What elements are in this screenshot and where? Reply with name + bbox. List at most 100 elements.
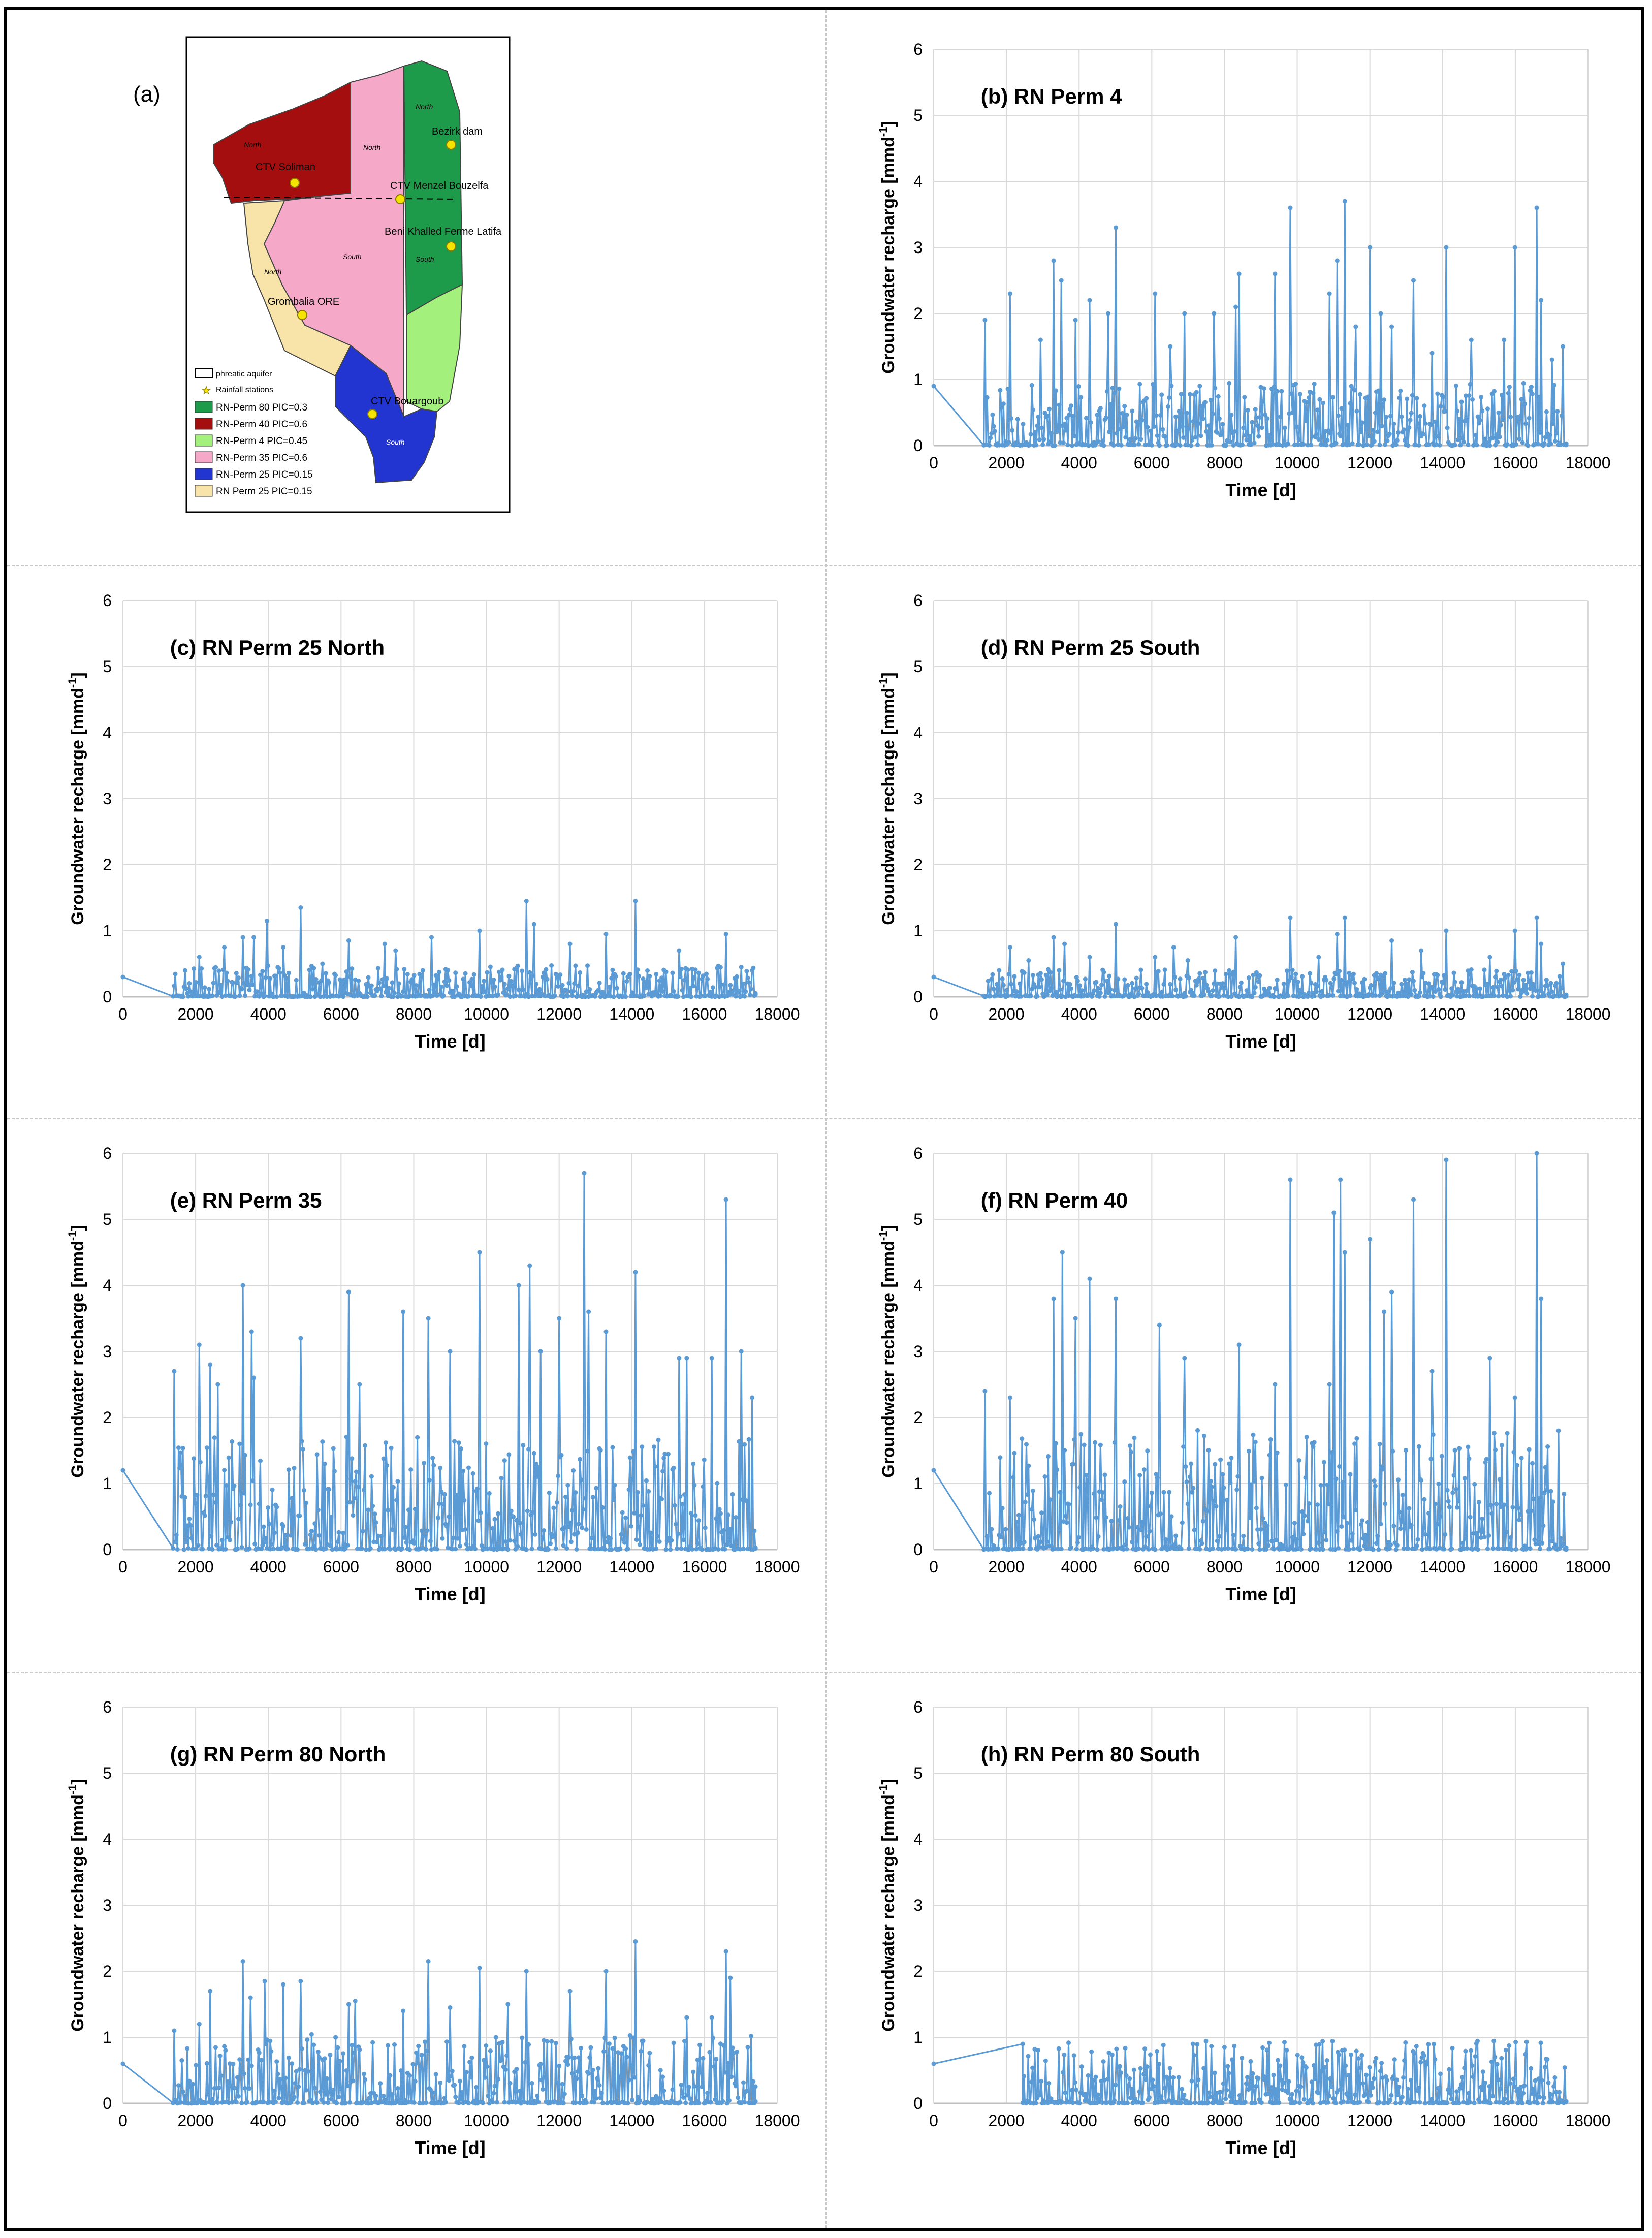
data-point [347, 2100, 352, 2105]
data-point [1159, 990, 1164, 995]
data-point [681, 2095, 686, 2100]
data-point [1193, 2100, 1197, 2105]
data-point [1061, 2070, 1066, 2075]
data-point [1382, 989, 1387, 994]
data-point [1459, 2075, 1465, 2080]
data-point [588, 1547, 593, 1552]
data-point [1352, 981, 1357, 986]
data-point [581, 1507, 586, 1512]
data-point [1251, 429, 1256, 434]
data-point [492, 1517, 497, 1522]
data-point [1534, 205, 1539, 210]
data-point [1527, 979, 1532, 984]
data-point [411, 2100, 417, 2105]
data-point [356, 978, 361, 983]
data-point [1446, 1499, 1451, 1504]
data-point [1490, 985, 1496, 990]
data-point [281, 945, 286, 950]
data-point [237, 2057, 242, 2062]
data-point [998, 1455, 1003, 1460]
data-point [638, 2098, 642, 2103]
data-point [464, 2070, 469, 2075]
data-point [238, 1503, 243, 1508]
data-point [1118, 1504, 1123, 1509]
data-point [1304, 1435, 1309, 1439]
data-point [744, 969, 749, 973]
data-point [1182, 1356, 1187, 1361]
data-point [1245, 2075, 1250, 2080]
data-point [526, 1447, 531, 1452]
data-point [225, 979, 230, 984]
data-point [718, 1511, 723, 1516]
data-point [1074, 975, 1079, 980]
data-point [1130, 408, 1135, 414]
data-point [1035, 2047, 1040, 2053]
data-point [1275, 1450, 1280, 1455]
data-point [235, 2075, 240, 2080]
data-point [1251, 2089, 1256, 2094]
data-point [1201, 2066, 1206, 2071]
data-point [207, 987, 212, 992]
data-point [407, 1547, 412, 1552]
data-point [586, 2071, 591, 2076]
data-point [597, 981, 602, 986]
data-point [1258, 1527, 1263, 1532]
x-tick-label: 12000 [536, 1558, 582, 1576]
data-point [1269, 1538, 1274, 1543]
data-point [375, 966, 380, 971]
data-point [274, 994, 279, 999]
data-point [1272, 994, 1277, 999]
data-point [1136, 1546, 1141, 1551]
data-point [644, 1478, 649, 1483]
data-point [623, 2046, 628, 2051]
data-point [174, 1532, 179, 1537]
data-point [1380, 1467, 1385, 1472]
x-tick-label: 6000 [1134, 1558, 1170, 1576]
data-point [1545, 1444, 1550, 1449]
data-point [326, 2100, 331, 2105]
data-point [1276, 2058, 1281, 2063]
data-point [1348, 993, 1353, 998]
data-point [1467, 2100, 1472, 2105]
data-point [1269, 2085, 1274, 2090]
data-point [1106, 311, 1110, 316]
data-point [1073, 1316, 1078, 1321]
data-point [1539, 2078, 1544, 2083]
data-point [214, 1542, 219, 1548]
data-point [205, 1475, 210, 1480]
data-point [1374, 2056, 1379, 2061]
data-point [502, 982, 507, 987]
data-point [194, 1547, 199, 1551]
data-point [1384, 415, 1389, 420]
data-point [1253, 2100, 1258, 2105]
data-point [1324, 443, 1329, 448]
data-point [1539, 1296, 1544, 1301]
data-point [1557, 974, 1562, 979]
y-tick-label: 3 [913, 1342, 923, 1361]
data-point [295, 1547, 300, 1552]
data-point [300, 1446, 305, 1452]
data-point [1203, 400, 1208, 405]
data-point [394, 967, 399, 972]
data-point [643, 980, 648, 985]
data-point [608, 1536, 613, 1541]
data-point [1524, 1546, 1530, 1551]
data-point [240, 1283, 245, 1288]
data-point [1492, 2055, 1498, 2060]
data-point [1460, 1540, 1465, 1546]
data-point [695, 2057, 700, 2062]
data-point [1289, 975, 1294, 980]
data-point [1022, 2074, 1026, 2079]
data-point [467, 980, 472, 985]
data-point [1138, 2066, 1143, 2071]
data-point [398, 2068, 403, 2073]
data-point [1376, 976, 1381, 982]
data-point [931, 384, 936, 389]
data-point [1529, 385, 1534, 390]
data-point [1539, 298, 1544, 303]
data-point [1203, 2038, 1209, 2043]
data-point [682, 978, 687, 983]
data-point [1213, 386, 1218, 391]
data-point [1148, 1503, 1153, 1508]
data-point [1197, 384, 1202, 389]
